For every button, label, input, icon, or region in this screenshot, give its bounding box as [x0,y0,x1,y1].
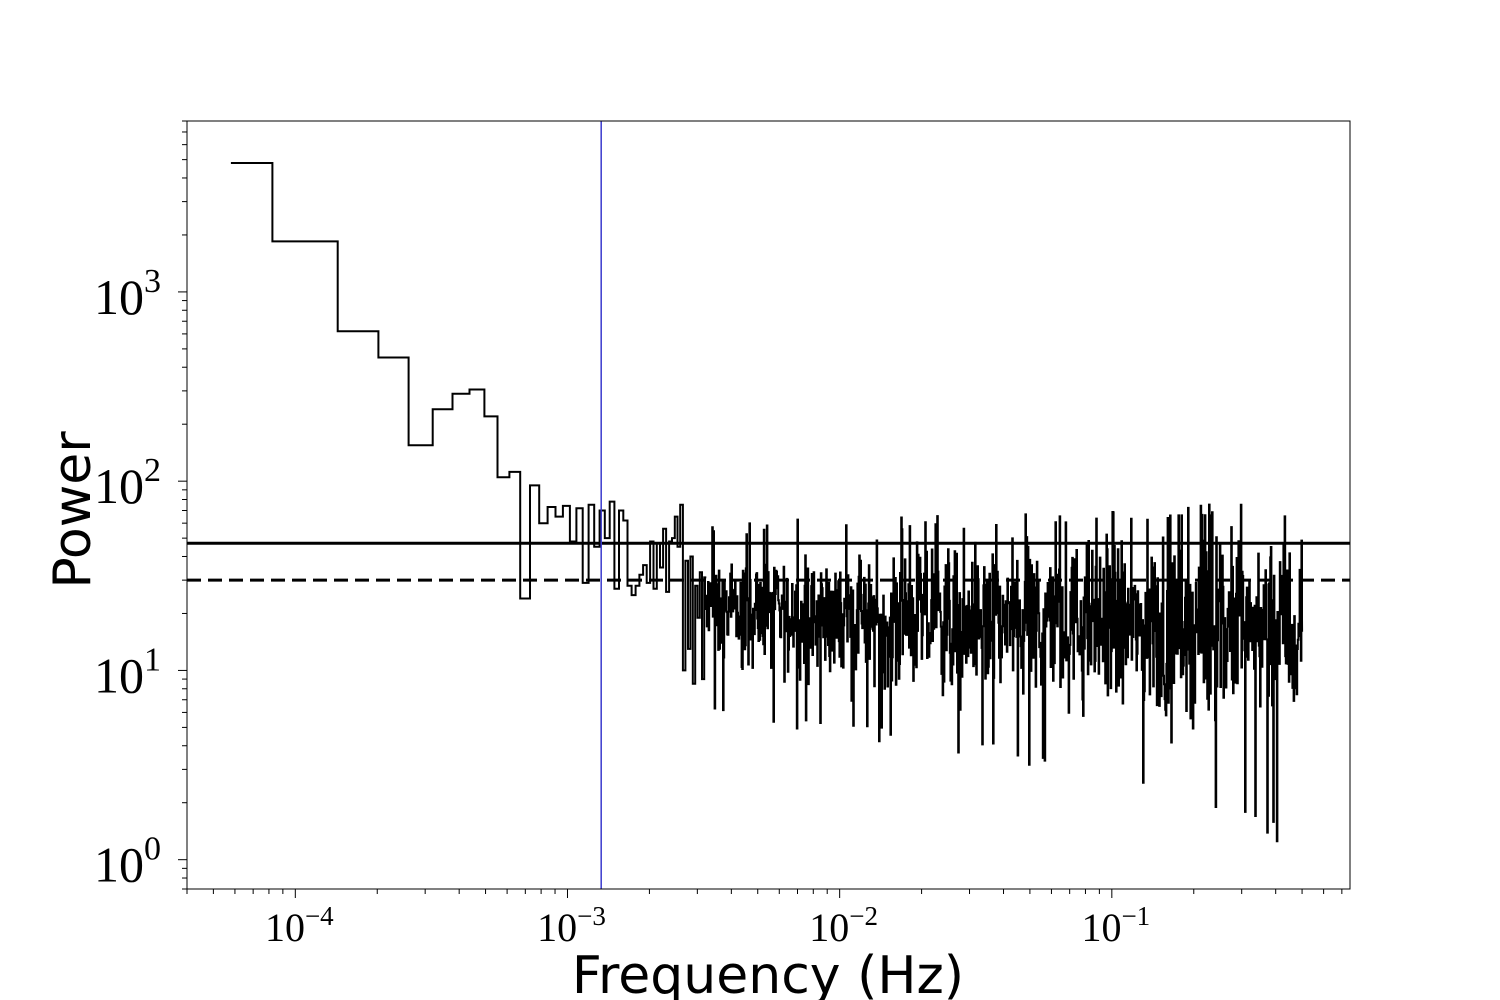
power-spectrum-line [230,162,1304,843]
axis-ticks: 10−4 10−3 10−2 10−1 100 101 102 103 [94,120,1343,950]
x-axis-label: Frequency (Hz) [572,946,964,1000]
x-tick-label: 10−1 [1081,901,1150,950]
x-tick-label: 10−4 [265,901,334,950]
y-tick-label: 103 [94,263,161,325]
x-tick-label: 10−2 [809,901,878,950]
y-tick-label: 100 [94,831,161,893]
y-tick-label: 101 [94,641,161,703]
y-axis-label: Power [43,431,103,589]
x-tick-label: 10−3 [537,901,606,950]
plot-area [187,121,1350,889]
y-tick-label: 102 [94,452,161,514]
plot-frame [186,120,1351,890]
